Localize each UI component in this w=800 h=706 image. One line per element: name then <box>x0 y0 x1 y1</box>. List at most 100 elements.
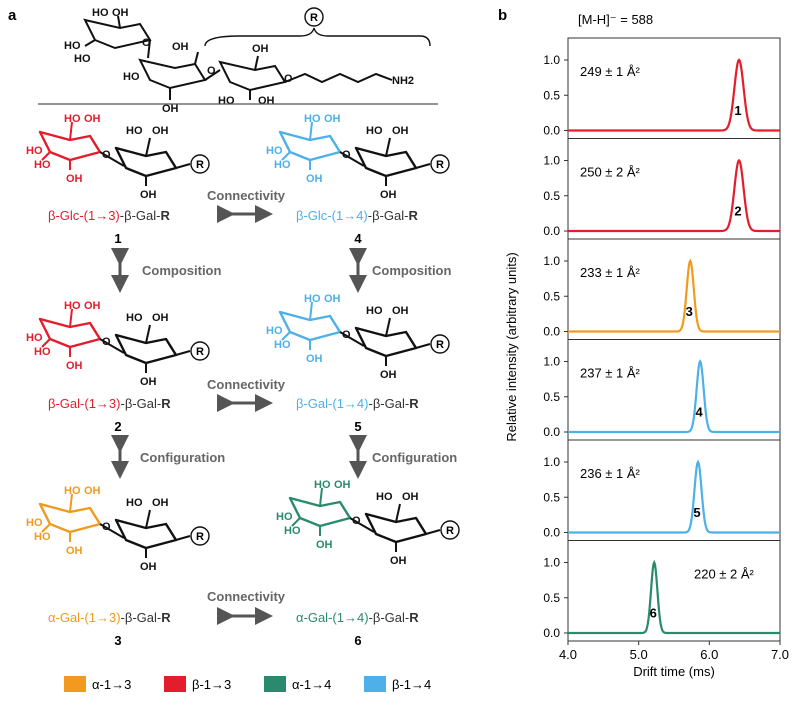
compound-3-structure: HOOHHOHOOHOHOOHOHR <box>26 485 210 573</box>
svg-text:O: O <box>207 65 216 77</box>
atom-label: HO <box>276 511 293 523</box>
svg-text:OH: OH <box>252 43 269 55</box>
compound-2-structure: HOOHHOHOOHOHOOHOHR <box>26 300 210 388</box>
atom-label: OH <box>306 353 323 365</box>
x-tick-label: 7.0 <box>771 647 789 662</box>
panel-frame <box>567 339 781 441</box>
atom-label: HO <box>376 491 393 503</box>
atom-label: OH <box>306 173 323 185</box>
legend-swatch-b13 <box>164 676 186 692</box>
legend-label-b14: β-1→4 <box>392 677 431 692</box>
series-5-line <box>568 459 780 534</box>
panel-1: 0.0 0.5 1.0 1 249 ± 1 Å² <box>543 37 781 139</box>
x-tick-label: 4.0 <box>559 647 577 662</box>
legend-label-a14: α-1→4 <box>292 677 331 692</box>
series-6-label: 6 <box>650 605 657 620</box>
atom-label: HO <box>64 485 81 497</box>
series-5-label: 5 <box>693 505 700 520</box>
svg-text:OH: OH <box>112 7 129 19</box>
y-tick-label: 0.0 <box>543 626 560 640</box>
compound-6-structure: HOOHHOHOOHOHOOHOHR <box>276 479 460 567</box>
atom-label: OH <box>140 189 157 201</box>
compound-6-number: 6 <box>354 633 361 648</box>
ion-label: [M-H]⁻ = 588 <box>578 12 653 27</box>
svg-text:NH2: NH2 <box>392 75 414 87</box>
atom-label: HO <box>304 293 321 305</box>
atom-label: OH <box>66 360 83 372</box>
y-tick-label: 0.0 <box>543 325 560 339</box>
atom-label: HO <box>314 479 331 491</box>
atom-label: HO <box>26 145 43 157</box>
atom-label: HO <box>366 305 383 317</box>
y-tick-label: 0.5 <box>543 591 560 605</box>
r-symbol: R <box>436 339 444 351</box>
r-symbol: R <box>196 346 204 358</box>
r-circle-top <box>304 7 324 27</box>
drift-time-chart: 0.0 0.5 1.0 1 249 ± 1 Å² 0.0 0.5 1.0 2 250 ± 2 Å²… <box>543 37 789 662</box>
atom-label: HO <box>284 525 301 537</box>
atom-label: OH <box>380 369 397 381</box>
x-tick-label: 5.0 <box>630 647 648 662</box>
series-2-label: 2 <box>734 203 741 218</box>
atom-label: OH <box>140 561 157 573</box>
atom-label: OH <box>380 189 397 201</box>
legend-label-a13: α-1→3 <box>92 677 131 692</box>
panel-frame <box>567 238 781 340</box>
y-tick-label: 0.5 <box>543 88 560 102</box>
legend: α-1→3 β-1→3 α-1→4 β-1→4 <box>64 676 431 692</box>
y-tick-label: 0.0 <box>543 526 560 540</box>
compound-5-number: 5 <box>354 419 361 434</box>
atom-label: HO <box>304 113 321 125</box>
x-axis-label: Drift time (ms) <box>633 664 715 679</box>
atom-label: OH <box>84 113 101 125</box>
atom-label: HO <box>34 531 51 543</box>
legend-swatch-b14 <box>364 676 386 692</box>
y-axis-label: Relative intensity (arbitrary units) <box>504 252 519 441</box>
panel-2: 0.0 0.5 1.0 2 250 ± 2 Å² <box>543 138 781 240</box>
atom-label: OH <box>334 479 351 491</box>
y-tick-label: 1.0 <box>543 154 560 168</box>
series-4-ccs: 237 ± 1 Å² <box>580 366 641 381</box>
atom-label: OH <box>152 497 169 509</box>
svg-text:HO: HO <box>218 95 235 107</box>
atom-label: OH <box>84 300 101 312</box>
compound-1-number: 1 <box>114 231 121 246</box>
r-symbol: R <box>196 531 204 543</box>
top-structure <box>83 15 393 100</box>
compound-2-number: 2 <box>114 419 121 434</box>
y-tick-label: 0.5 <box>543 390 560 404</box>
series-4-line <box>568 359 780 434</box>
atom-label: OH <box>390 555 407 567</box>
atom-label: OH <box>66 545 83 557</box>
relation-labels: Connectivity Connectivity Connectivity C… <box>140 188 457 604</box>
svg-text:OH: OH <box>172 41 189 53</box>
series-6-line <box>568 559 780 635</box>
atom-label: OH <box>316 539 333 551</box>
label-configuration-left: Configuration <box>140 450 225 465</box>
atom-label: HO <box>126 497 143 509</box>
compound-2-name: β-Gal-(1→3)-β-Gal-R <box>48 396 171 411</box>
series-3-line <box>568 258 780 333</box>
svg-text:OH: OH <box>162 103 179 115</box>
panel-5: 0.0 0.5 1.0 5 236 ± 1 Å² <box>543 439 781 541</box>
atom-label: HO <box>64 113 81 125</box>
svg-text:HO: HO <box>74 53 91 65</box>
panel-6: 0.0 0.5 1.0 6 220 ± 2 Å² <box>543 540 781 642</box>
y-tick-label: 0.0 <box>543 425 560 439</box>
panel-b-label: b <box>498 7 507 24</box>
legend-swatch-a14 <box>264 676 286 692</box>
y-tick-label: 0.5 <box>543 189 560 203</box>
r-symbol: R <box>436 159 444 171</box>
atom-label: HO <box>366 125 383 137</box>
label-connectivity-2: Connectivity <box>207 377 286 392</box>
atom-label: OH <box>324 113 341 125</box>
atom-label: HO <box>64 300 81 312</box>
compound-1-structure: HOOHHOHOOHOHOOHOHR <box>26 113 210 201</box>
y-tick-label: 0.0 <box>543 224 560 238</box>
label-composition-right: Composition <box>372 263 451 278</box>
atom-label: HO <box>126 125 143 137</box>
compound-1-name: β-Glc-(1→3)-β-Gal-R <box>48 208 170 223</box>
panel-4: 0.0 0.5 1.0 4 237 ± 1 Å² <box>543 339 781 441</box>
legend-swatch-a13 <box>64 676 86 692</box>
